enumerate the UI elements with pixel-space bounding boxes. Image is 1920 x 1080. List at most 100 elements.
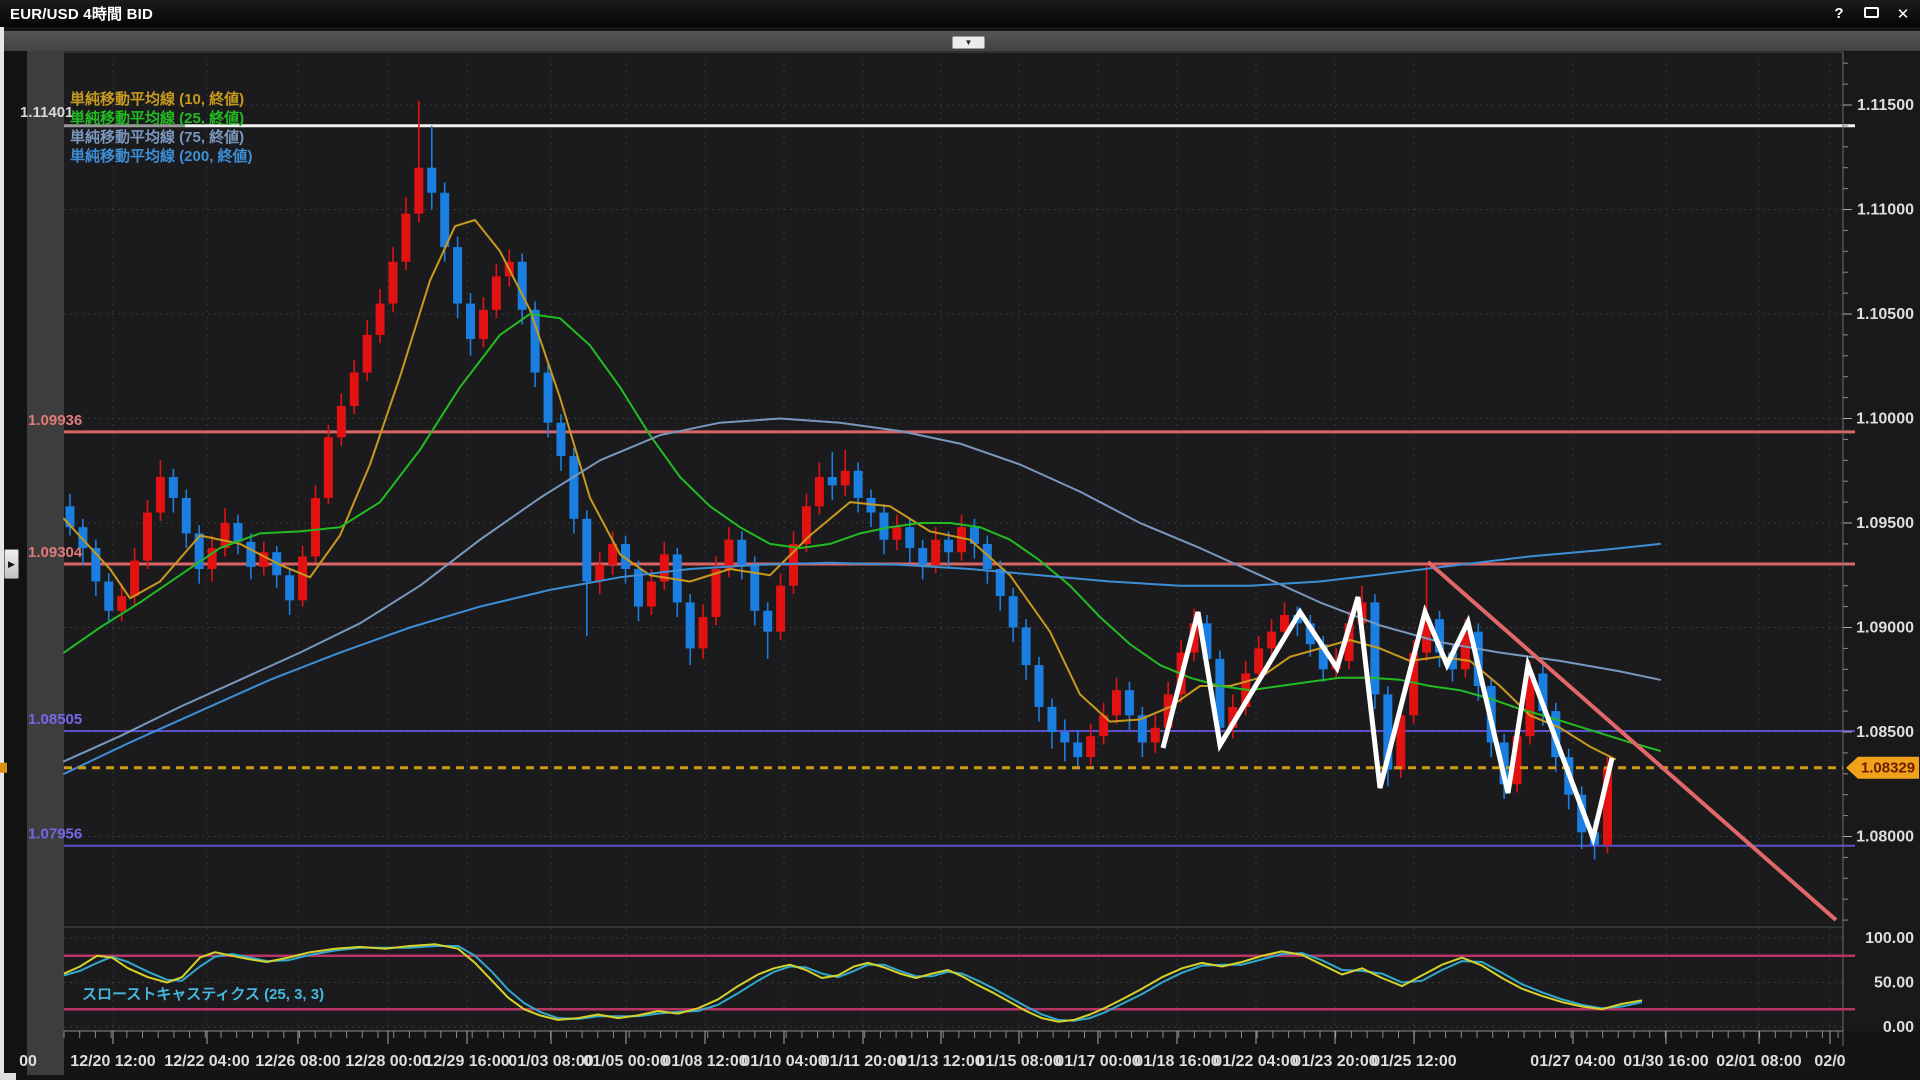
candle-up: [1254, 648, 1264, 674]
time-tick-label: 01/18 16:00: [1134, 1053, 1220, 1070]
candle-down: [427, 167, 437, 193]
side-panel-expander-button[interactable]: ▶: [4, 549, 19, 579]
stochastics-panel[interactable]: 100.00 50.00 0.00: [63, 926, 1914, 1036]
current-price-left-marker: [0, 762, 7, 773]
candle-down: [181, 497, 191, 534]
time-gridlines: [112, 52, 1831, 1031]
candle-down: [453, 247, 463, 304]
candle-down: [827, 477, 837, 486]
time-tick-label: 01/22 04:00: [1213, 1053, 1299, 1070]
candle-up: [349, 372, 359, 406]
time-tick-label: 12/29 16:00: [424, 1053, 510, 1070]
candle-up: [388, 261, 398, 304]
candle-down: [995, 568, 1005, 597]
time-tick-label: 02/0: [1814, 1053, 1845, 1070]
candle-up: [892, 527, 902, 540]
price-tick-label: 1.10000: [1856, 411, 1914, 428]
candle-down: [1034, 665, 1044, 707]
level-label: 1.07956: [28, 826, 82, 843]
ma-line-75: [63, 417, 1661, 763]
candle-down: [1215, 658, 1225, 728]
candle-down: [1305, 623, 1315, 645]
stoch-tick-label: 100.00: [1865, 930, 1914, 947]
ma-legend-item: 単純移動平均線 (25, 終値): [70, 110, 245, 127]
price-tick-label: 1.09000: [1856, 620, 1914, 637]
time-tick-label: 12/20 12:00: [70, 1053, 156, 1070]
maximize-button[interactable]: [1860, 5, 1882, 22]
level-label: 1.09304: [28, 544, 83, 561]
ma-line-200: [63, 542, 1661, 775]
time-tick-label: 01/05 00:00: [583, 1053, 669, 1070]
candle-up: [801, 506, 811, 544]
candle-down: [246, 541, 256, 567]
candle-down: [1021, 627, 1031, 666]
candle-up: [117, 596, 127, 611]
close-button[interactable]: ✕: [1896, 5, 1910, 23]
candle-down: [530, 309, 540, 373]
candle-down: [1435, 619, 1445, 653]
candle-up: [711, 568, 721, 618]
candle-up: [1525, 673, 1535, 737]
time-axis[interactable]: 00 12/20 12:00 12/22 04:00 12/26 08:00 12/28…: [19, 1031, 1846, 1070]
price-axis[interactable]: 1.11500 1.11000 1.10500 1.10000 1.09500 1.090…: [1842, 52, 1914, 1046]
level-label: 1.08505: [28, 711, 82, 728]
candle-up: [646, 581, 656, 607]
candle-up: [323, 437, 333, 498]
window-bottom-border: [0, 1073, 16, 1080]
candle-down: [969, 527, 979, 544]
candle-up: [789, 543, 799, 586]
candle-down: [1047, 706, 1057, 732]
price-tick-label: 1.11500: [1857, 97, 1914, 114]
candle-up: [259, 552, 269, 567]
candle-down: [944, 539, 954, 553]
candle-down: [1499, 742, 1509, 785]
candle-up: [1344, 623, 1354, 661]
chevron-down-icon: ▼: [964, 38, 973, 47]
chevron-right-icon: ▶: [8, 559, 15, 569]
candle-down: [440, 192, 450, 248]
current-price-line: [0, 762, 1843, 773]
stoch-d-line: [63, 945, 1643, 1022]
time-tick-label: 01/13 12:00: [898, 1053, 984, 1070]
stochastics-legend-label: スローストキャスティクス (25, 3, 3): [82, 986, 325, 1003]
drawing-annotations[interactable]: [1160, 560, 1838, 922]
candle-up: [608, 543, 618, 565]
candle-down: [1060, 732, 1070, 743]
ma-legend: 単純移動平均線 (10, 終値) 単純移動平均線 (25, 終値) 単純移動平均線 …: [70, 88, 253, 165]
candle-up: [956, 527, 966, 553]
candle-up: [1267, 631, 1277, 649]
time-tick-label: 01/08 12:00: [662, 1053, 748, 1070]
candle-down: [1318, 644, 1328, 670]
stoch-tick-label: 0.00: [1883, 1019, 1914, 1036]
candle-up: [155, 477, 165, 513]
candle-down: [737, 539, 747, 565]
current-price-tag[interactable]: 1.08329: [1846, 756, 1919, 779]
ma-line-25: [63, 313, 1661, 752]
window-title: EUR/USD 4時間 BID: [10, 6, 154, 23]
title-bar[interactable]: EUR/USD 4時間 BID ? ✕: [0, 0, 1920, 27]
help-button[interactable]: ?: [1834, 5, 1844, 22]
zigzag-annotation[interactable]: [1160, 596, 1615, 847]
candle-down: [1008, 596, 1018, 628]
candle-up: [1189, 623, 1199, 653]
candle-down: [1447, 652, 1457, 670]
price-tick-label: 1.08000: [1856, 829, 1914, 846]
candle-down: [78, 527, 88, 549]
candle-up: [724, 539, 734, 569]
candle-down: [621, 543, 631, 569]
plot-backgrounds[interactable]: [64, 51, 1920, 1031]
candle-up: [1163, 694, 1173, 728]
time-tick-label: 01/11 20:00: [821, 1053, 906, 1070]
candle-down: [466, 303, 476, 340]
candle-up: [1228, 706, 1238, 728]
trendline-annotation[interactable]: [1426, 560, 1838, 922]
time-tick-label: 01/30 16:00: [1623, 1053, 1709, 1070]
candle-down: [1383, 694, 1393, 770]
candle-up: [401, 213, 411, 262]
candle-down: [633, 568, 643, 607]
candle-up: [143, 512, 153, 561]
candle-up: [130, 560, 140, 597]
toolbar-expand-button[interactable]: ▼: [952, 36, 985, 49]
candle-up: [478, 309, 488, 340]
